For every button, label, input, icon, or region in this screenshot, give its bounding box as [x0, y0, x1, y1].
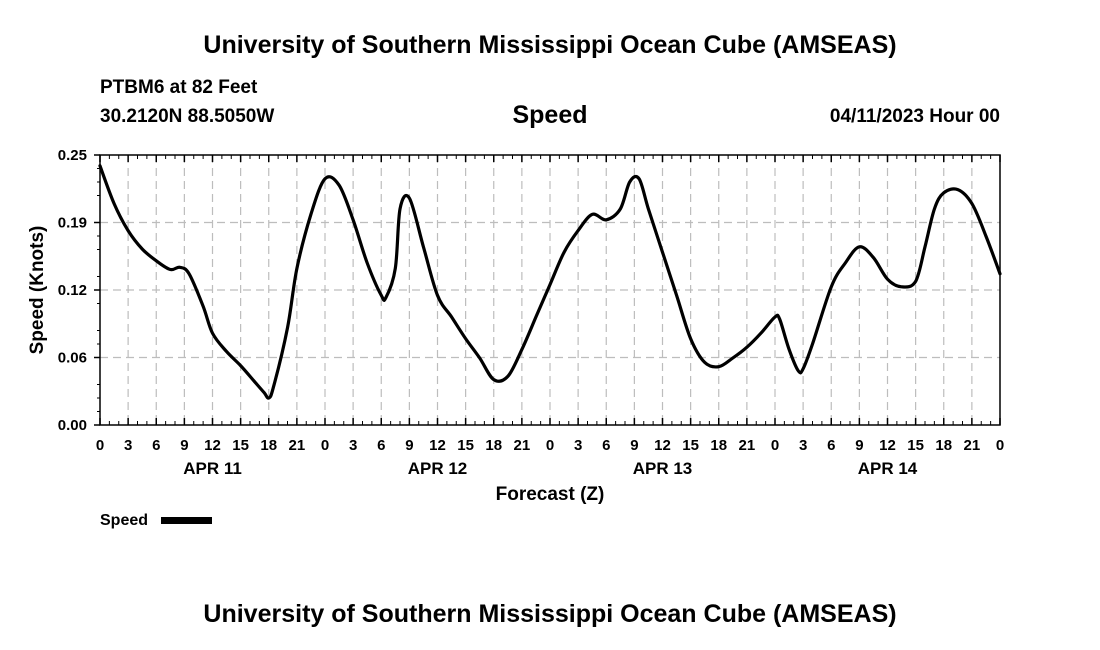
- y-tick-label: 0.12: [58, 282, 87, 299]
- x-tick-label: 15: [682, 437, 699, 454]
- label-layer: 0 3 6 9 12 15 18 21 0 3 6 9 12 15 18 21 0 3 6 9 12 15 18 21 0 3 6 9…: [27, 147, 1004, 505]
- day-label: APR 11: [183, 459, 242, 478]
- x-tick-label: 3: [349, 437, 357, 454]
- forecast-datetime: 04/11/2023 Hour 00: [829, 106, 1000, 127]
- day-label: APR 13: [633, 459, 693, 478]
- x-tick-label: 21: [514, 437, 531, 454]
- x-tick-label: 9: [405, 437, 413, 454]
- x-tick-label: 0: [996, 437, 1004, 454]
- station-label: PTBM6 at 82 Feet: [100, 77, 258, 98]
- y-tick-label: 0.00: [58, 417, 87, 434]
- x-tick-label: 18: [485, 437, 502, 454]
- x-tick-label: 15: [232, 437, 249, 454]
- x-tick-label: 3: [574, 437, 582, 454]
- x-tick-label: 15: [457, 437, 474, 454]
- chart-title: University of Southern Mississippi Ocean…: [203, 31, 897, 59]
- x-tick-label: 0: [546, 437, 554, 454]
- footer-title: University of Southern Mississippi Ocean…: [203, 600, 897, 628]
- x-tick-label: 0: [771, 437, 779, 454]
- x-tick-label: 15: [907, 437, 924, 454]
- x-tick-label: 9: [180, 437, 188, 454]
- axis-layer: [94, 154, 1001, 426]
- legend-swatch: [161, 517, 212, 524]
- x-tick-label: 18: [260, 437, 277, 454]
- y-tick-label: 0.19: [58, 215, 87, 232]
- day-label: APR 14: [858, 459, 918, 478]
- day-label: APR 12: [408, 459, 468, 478]
- y-tick-label: 0.25: [58, 147, 87, 164]
- x-tick-label: 3: [799, 437, 807, 454]
- x-tick-label: 12: [654, 437, 671, 454]
- x-tick-label: 12: [429, 437, 446, 454]
- legend-layer: Speed: [100, 512, 212, 529]
- x-tick-label: 3: [124, 437, 132, 454]
- x-tick-label: 12: [879, 437, 896, 454]
- x-tick-label: 9: [855, 437, 863, 454]
- x-tick-label: 6: [827, 437, 835, 454]
- grid-layer: [100, 155, 1000, 425]
- x-tick-label: 0: [321, 437, 329, 454]
- x-tick-label: 9: [630, 437, 638, 454]
- x-axis-title: Forecast (Z): [496, 484, 605, 505]
- legend-label: Speed: [100, 512, 148, 529]
- x-tick-label: 18: [935, 437, 952, 454]
- series-line-speed: [98, 164, 1002, 400]
- x-tick-label: 6: [602, 437, 610, 454]
- y-axis-title: Speed (Knots): [27, 226, 48, 355]
- x-tick-label: 6: [152, 437, 160, 454]
- variable-subtitle: Speed: [512, 101, 588, 129]
- x-tick-label: 12: [204, 437, 221, 454]
- series-layer: [98, 164, 1002, 400]
- plot-frame: [99, 154, 1001, 426]
- x-tick-label: 6: [377, 437, 385, 454]
- x-tick-label: 21: [739, 437, 756, 454]
- x-tick-label: 21: [964, 437, 981, 454]
- x-tick-label: 18: [710, 437, 727, 454]
- x-tick-label: 0: [96, 437, 104, 454]
- x-tick-label: 21: [289, 437, 306, 454]
- speed-chart: 0 3 6 9 12 15 18 21 0 3 6 9 12 15 18 21 0 3 6 9 12 15 18 21 0 3 6 9…: [27, 147, 1004, 529]
- coordinates-label: 30.2120N 88.5050W: [100, 106, 275, 127]
- y-tick-label: 0.06: [58, 350, 87, 367]
